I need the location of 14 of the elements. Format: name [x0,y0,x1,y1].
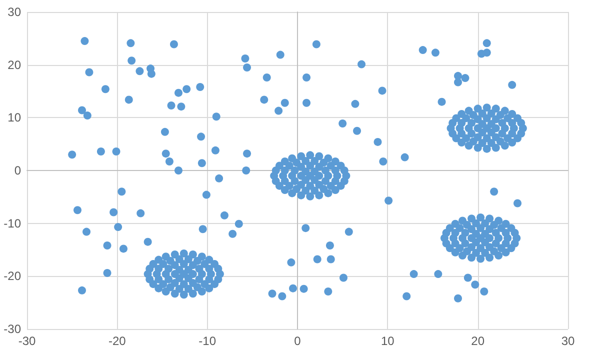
x-tick-label: -20 [108,334,126,347]
y-tick-label: 0 [14,164,22,178]
x-tick-label: -10 [198,334,216,347]
x-tick-label: 20 [471,334,485,347]
x-tick-label: -30 [18,334,36,347]
x-tick-label: 30 [561,334,575,347]
y-tick-label: 10 [8,110,22,125]
y-tick-label: 30 [8,5,22,19]
y-tick-label: 20 [8,58,22,72]
y-tick-label: -30 [4,322,22,336]
x-tick-label: 0 [294,334,302,347]
y-tick-label: -10 [4,216,22,230]
x-tick-label: 10 [380,334,395,347]
y-tick-label: -20 [4,269,22,284]
